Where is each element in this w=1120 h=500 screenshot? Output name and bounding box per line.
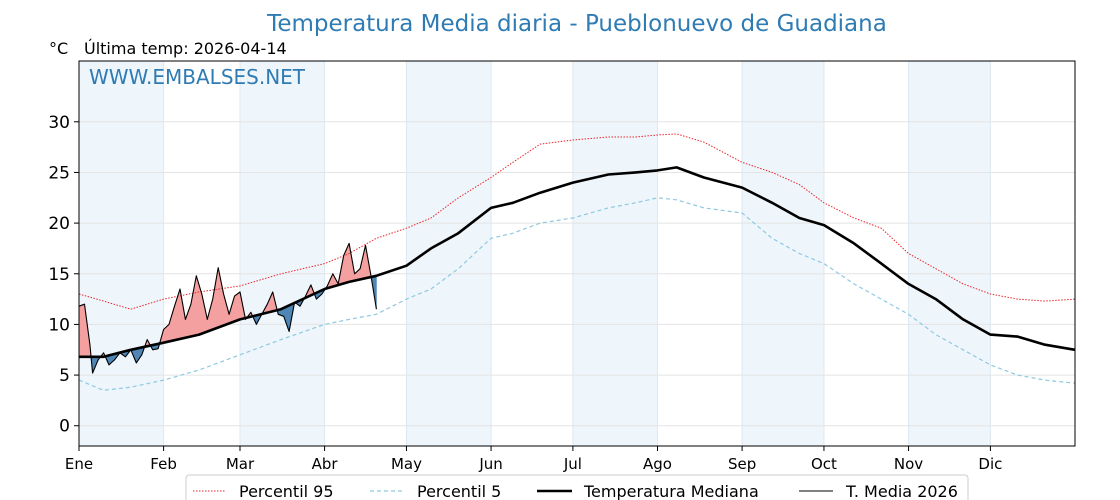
y-tick-label: 15 — [48, 265, 70, 285]
x-tick-label: Jun — [478, 455, 502, 473]
y-tick-label: 25 — [48, 163, 70, 183]
legend-label-p95: Percentil 95 — [239, 482, 334, 500]
month-band — [572, 61, 658, 446]
p5-line — [78, 197, 1076, 391]
x-tick-label: Oct — [811, 455, 837, 473]
last-temp-label: Última temp: 2026-04-14 — [84, 39, 287, 58]
grid-lines — [78, 61, 1075, 446]
legend: Percentil 95 Percentil 5 Temperatura Med… — [185, 474, 969, 500]
y-tick-label: 20 — [48, 214, 70, 234]
legend-label-p5: Percentil 5 — [417, 482, 501, 500]
legend-label-median: Temperatura Mediana — [583, 482, 759, 500]
x-tick-label: Nov — [894, 455, 923, 473]
y-tick-label: 5 — [59, 366, 70, 386]
month-band — [742, 61, 824, 446]
unit-label: °C — [49, 39, 68, 58]
month-band — [239, 61, 325, 446]
y-tick-label: 0 — [59, 417, 70, 437]
p95-line — [78, 133, 1076, 310]
x-tick-label: Sep — [728, 455, 756, 473]
legend-label-current: T. Media 2026 — [845, 482, 958, 500]
month-band — [908, 61, 991, 446]
month-band — [79, 61, 164, 446]
month-band — [406, 61, 492, 446]
x-tick-label: Jul — [563, 455, 582, 473]
series-lines — [78, 133, 1076, 391]
median-line — [79, 166, 1076, 359]
x-tick-label: Ago — [643, 455, 672, 473]
legend-box — [185, 474, 969, 500]
x-tick-label: Abr — [312, 455, 339, 473]
plot-frame — [78, 60, 1076, 447]
x-tick-label: May — [391, 455, 422, 473]
chart-title: Temperatura Media diaria - Pueblonuevo d… — [266, 11, 887, 37]
month-bands — [79, 61, 991, 446]
y-tick-label: 30 — [48, 113, 70, 133]
x-tick-label: Ene — [65, 455, 93, 473]
x-tick-label: Dic — [978, 455, 1002, 473]
x-tick-label: Feb — [150, 455, 177, 473]
current-year-line — [78, 242, 377, 374]
y-axis: 0 5 10 15 20 25 30 — [48, 113, 79, 437]
x-axis: Ene Feb Mar Abr May Jun Jul Ago Sep Oct Nov Dic — [65, 446, 1002, 473]
x-tick-label: Mar — [226, 455, 255, 473]
y-tick-label: 10 — [48, 315, 70, 335]
watermark: WWW.EMBALSES.NET — [89, 65, 306, 89]
